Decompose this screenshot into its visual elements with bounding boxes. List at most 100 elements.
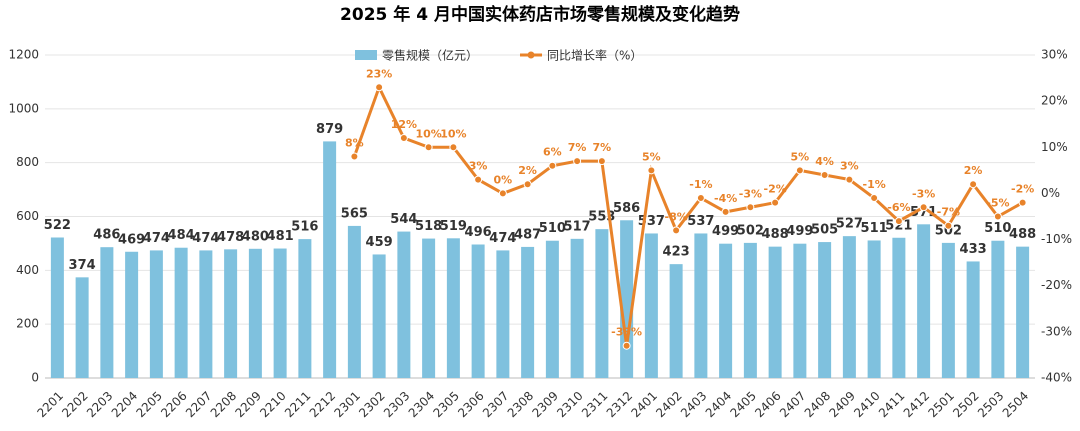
bar-label: 499 [786,224,813,239]
line-label: -1% [863,178,886,191]
bar [50,237,64,378]
y-tick-label: 800 [16,155,39,169]
bar [595,229,609,378]
x-tick-label: 2503 [975,389,1006,420]
y2-tick-label: -10% [1041,232,1072,246]
line-label: -1% [689,178,712,191]
bar [867,240,881,378]
x-tick-label: 2309 [529,389,560,420]
x-tick-label: 2202 [59,389,90,420]
line-marker [498,189,507,198]
bar [273,248,287,378]
bar-label: 516 [291,220,318,235]
legend-swatch [355,50,377,60]
x-tick-label: 2205 [133,389,164,420]
bar-label: 879 [316,122,343,137]
bar-label: 478 [217,230,244,245]
x-tick-label: 2210 [257,389,288,420]
bar [248,248,262,378]
x-tick-label: 2410 [851,389,882,420]
x-tick-label: 2312 [604,389,635,420]
line-marker [424,143,433,152]
bar-label: 502 [935,223,962,238]
line-label: -5% [986,197,1009,210]
chart-title: 2025 年 4 月中国实体药店市场零售规模及变化趋势 [340,4,740,25]
x-tick-label: 2403 [678,389,709,420]
line-marker [969,180,978,189]
line-label: -3% [912,187,935,200]
bar [323,141,337,378]
bar-label: 433 [960,242,987,257]
bar-label: 519 [440,219,467,234]
line-label: 12% [391,118,417,131]
y-tick-label: 600 [16,209,39,223]
line-label: 10% [440,127,466,140]
line-label: -3% [739,187,762,200]
bar-label: 480 [242,229,269,244]
x-tick-label: 2206 [158,389,189,420]
bar [347,225,361,378]
bar [471,244,485,378]
bar [224,249,238,378]
x-tick-label: 2409 [826,389,857,420]
x-tick-label: 2408 [802,389,833,420]
x-tick-label: 2307 [480,389,511,420]
x-tick-label: 2504 [1000,389,1031,420]
y-tick-label: 0 [31,371,39,385]
line-marker [795,166,804,175]
bar [644,233,658,378]
line-label: -6% [887,201,910,214]
line-marker [399,134,408,143]
y2-tick-label: 30% [1041,48,1068,62]
legend-swatch [527,51,535,59]
x-tick-label: 2412 [901,389,932,420]
bar-label: 510 [984,221,1011,236]
y-tick-label: 1200 [8,48,39,62]
bar [125,251,139,378]
bar-label: 474 [192,231,219,246]
bar [521,246,535,378]
x-tick-label: 2304 [406,389,437,420]
x-tick-label: 2212 [307,389,338,420]
bar [174,247,188,378]
x-tick-label: 2311 [579,389,610,420]
y2-tick-label: 10% [1041,140,1068,154]
y-tick-label: 200 [16,317,39,331]
bar [768,246,782,378]
x-tick-label: 2310 [554,389,585,420]
line-marker [548,161,557,170]
line-label: -2% [764,183,787,196]
bar [842,236,856,378]
x-tick-label: 2302 [356,389,387,420]
line-label: 2% [964,164,983,177]
bar-label: 518 [415,219,442,234]
x-tick-label: 2204 [109,389,140,420]
bar-label: 499 [712,224,739,239]
bar [496,250,510,378]
line-marker [721,207,730,216]
bar [719,243,733,378]
bar-label: 505 [811,223,838,238]
bar [446,238,460,378]
bar-label: 486 [93,228,120,243]
line-marker [672,226,681,235]
x-tick-label: 2502 [950,389,981,420]
bar-label: 459 [366,235,393,250]
line-marker [647,166,656,175]
x-tick-label: 2203 [84,389,115,420]
bar-label: 522 [44,218,71,233]
bar [199,250,213,378]
line-marker [820,170,829,179]
x-tick-label: 2209 [232,389,263,420]
bar [422,238,436,378]
bar-label: 423 [663,245,690,260]
line-marker [919,203,928,212]
line-marker [523,180,532,189]
x-tick-label: 2207 [183,389,214,420]
bar [892,237,906,378]
legend-label: 同比增长率（%） [547,48,642,63]
line-label: -33% [611,326,642,339]
line-label: 7% [593,141,612,154]
x-tick-label: 2404 [703,389,734,420]
